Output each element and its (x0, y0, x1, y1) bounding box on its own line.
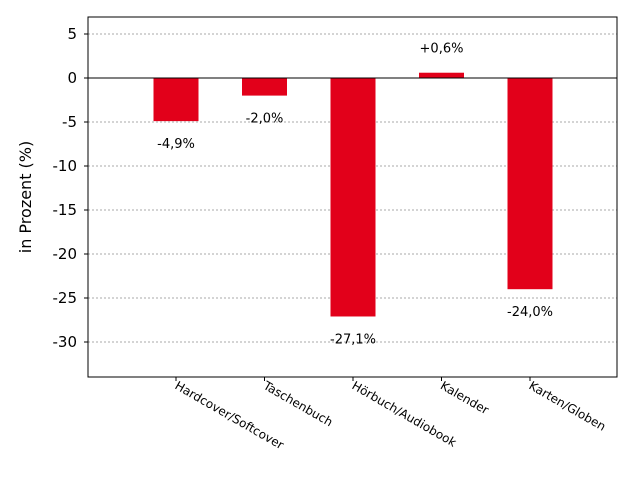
bar (242, 78, 287, 96)
data-label: -27,1% (330, 332, 376, 347)
data-label: -24,0% (507, 305, 553, 320)
bar (153, 78, 199, 122)
data-label: -4,9% (157, 137, 195, 152)
y-tick-label: -25 (53, 289, 78, 307)
y-tick-label: -20 (53, 245, 78, 263)
x-tick-label: Taschenbuch (260, 378, 335, 429)
y-tick-label: -30 (53, 333, 78, 351)
data-label: +0,6% (420, 42, 464, 57)
bar (419, 72, 464, 78)
x-tick-label: Kalender (438, 378, 491, 417)
y-tick-label: 5 (67, 25, 77, 43)
y-tick-label: 0 (67, 69, 77, 87)
y-axis-title: in Prozent (%) (16, 141, 35, 253)
y-tick-label: -15 (53, 201, 78, 219)
data-label: -2,0% (246, 112, 284, 127)
bar (330, 78, 376, 317)
x-tick-label: Karten/Globen (527, 378, 609, 433)
y-axis-ticks: 5 0 -5 -10 -15 -20 -25 -30 (53, 25, 88, 351)
y-tick-label: -5 (62, 113, 77, 131)
bars (153, 72, 553, 317)
y-tick-label: -10 (53, 157, 78, 175)
bar (507, 78, 553, 290)
data-labels: -4,9% -2,0% -27,1% +0,6% -24,0% (157, 42, 553, 348)
